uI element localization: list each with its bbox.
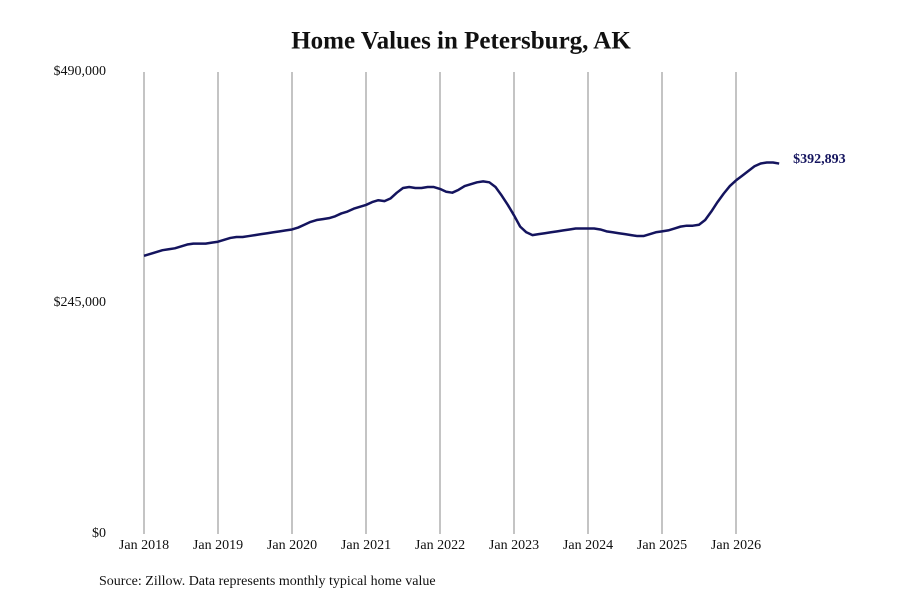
- x-tick-label: Jan 2023: [489, 538, 539, 553]
- x-tick-label: Jan 2026: [711, 538, 761, 553]
- x-tick-label: Jan 2018: [119, 538, 169, 553]
- x-tick-label: Jan 2022: [415, 538, 465, 553]
- y-tick-label: $245,000: [54, 295, 107, 310]
- source-note: Source: Zillow. Data represents monthly …: [99, 574, 436, 589]
- chart-title: Home Values in Petersburg, AK: [291, 28, 631, 55]
- y-tick-label: $0: [92, 526, 106, 541]
- y-tick-label: $490,000: [54, 64, 107, 79]
- x-tick-label: Jan 2025: [637, 538, 687, 553]
- end-value-label: $392,893: [793, 152, 846, 167]
- x-tick-label: Jan 2024: [563, 538, 613, 553]
- x-tick-label: Jan 2019: [193, 538, 243, 553]
- line: [143, 161, 780, 258]
- x-tick-label: Jan 2020: [267, 538, 317, 553]
- x-tick-label: Jan 2021: [341, 538, 391, 553]
